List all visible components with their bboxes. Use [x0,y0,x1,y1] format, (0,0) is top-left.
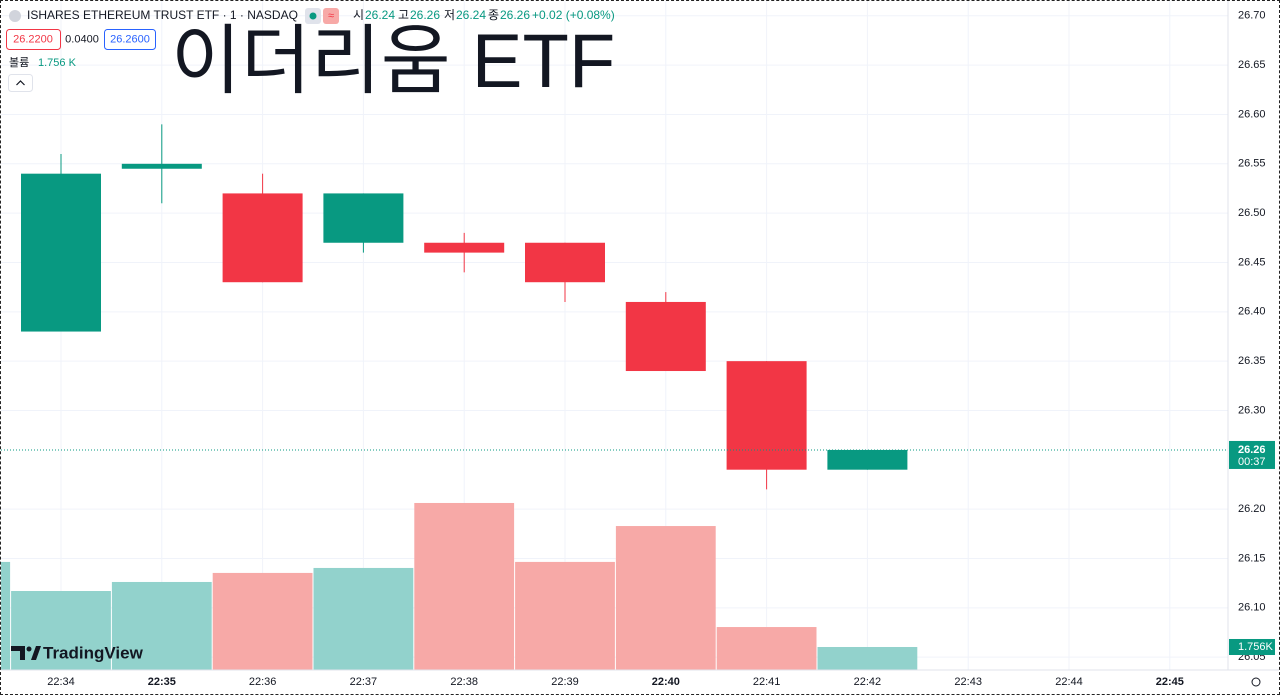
y-tick-label: 26.35 [1238,355,1266,367]
last-price-tag [1229,440,1275,469]
close-label: 종 [488,8,499,22]
chart-title: 이더리움 ETF [171,19,615,104]
volume-bar [212,572,313,670]
candle-body [323,193,404,243]
volume-tag-label: 1.756K [1238,641,1274,653]
x-tick-label: 22:41 [753,676,781,688]
volume-tag [1229,638,1275,655]
candle-body [625,301,706,372]
spread: 0.0400 [65,33,99,45]
candle-body [121,163,202,169]
high-value: 26.26 [410,8,440,22]
volume-bar [817,646,918,670]
x-tick-label: 22:37 [350,676,378,688]
open-label: 시 [353,8,364,22]
collapse-icon [16,80,25,86]
volume-bar [111,581,212,670]
x-tick-label: 22:34 [47,676,75,688]
bid-box[interactable] [6,29,61,50]
watermark-logo [11,646,25,660]
ask: 26.2600 [110,33,150,45]
countdown: 00:37 [1238,456,1266,468]
watermark-logo-dot [26,646,32,652]
plot-area [1,1,1228,670]
settings-icon[interactable] [1251,677,1261,687]
symbol-icon [9,10,21,22]
low-label: 저 [444,8,455,22]
volume-bar [1,561,11,670]
ask-box[interactable] [104,29,156,50]
volume-bar [615,526,716,670]
watermark-logo-slash [31,646,41,660]
open-value: 26.24 [365,8,395,22]
y-tick-label: 26.60 [1238,108,1266,120]
low-value: 26.24 [456,8,486,22]
x-tick-label: 22:39 [551,676,579,688]
x-tick-label: 22:40 [652,676,680,688]
candle-body [21,173,101,332]
candle-body [525,242,605,283]
x-tick-label: 22:43 [954,676,982,688]
y-tick-label: 26.10 [1238,602,1266,614]
bid: 26.2200 [13,33,53,45]
status-dot [309,12,317,20]
x-tick-label: 22:44 [1055,676,1083,688]
watermark: TradingView [43,643,144,662]
y-tick-label: 26.55 [1238,158,1266,170]
volume-label: 볼륨 [9,56,29,69]
volume-bar [716,627,817,670]
last-price-label: 26.26 [1238,444,1266,456]
x-tick-label: 22:45 [1156,676,1184,688]
high-label: 고 [398,8,409,22]
y-tick-label: 26.30 [1238,404,1266,416]
y-tick-label: 26.70 [1238,10,1266,22]
axes: 26.70 26.65 26.60 26.55 26.50 26.45 26.40 26.35… [47,10,1275,688]
y-tick-label: 26.65 [1238,59,1266,71]
candle-body [424,242,505,253]
close-value: 26.26 [500,8,530,22]
time-axis [1,670,1279,694]
x-tick-label: 22:38 [450,676,478,688]
y-tick-label: 26.20 [1238,503,1266,515]
candle-body [222,193,303,283]
candle-body [827,449,908,470]
x-tick-label: 22:36 [249,676,277,688]
y-tick-label: 26.40 [1238,306,1266,318]
volume-bar [414,502,515,670]
ext-badge[interactable] [323,8,339,24]
collapse-button[interactable] [8,74,33,92]
ext-icon: ≈ [328,10,334,22]
y-tick-label: 26.50 [1238,207,1266,219]
price-axis [1228,1,1279,694]
volume-value: 1.756 K [38,57,77,69]
volume-bar [515,561,615,670]
change: +0.02 (+0.08%) [532,8,615,22]
x-tick-label: 22:35 [148,676,176,688]
x-tick-label: 22:42 [854,676,882,688]
volume-bar [313,567,414,670]
y-tick-label: 26.15 [1238,552,1266,564]
candle-body [726,361,807,470]
volume-bar [11,591,111,670]
symbol: ISHARES ETHEREUM TRUST ETF · 1 · NASDAQ [27,8,298,22]
y-tick-label: 26.45 [1238,256,1266,268]
